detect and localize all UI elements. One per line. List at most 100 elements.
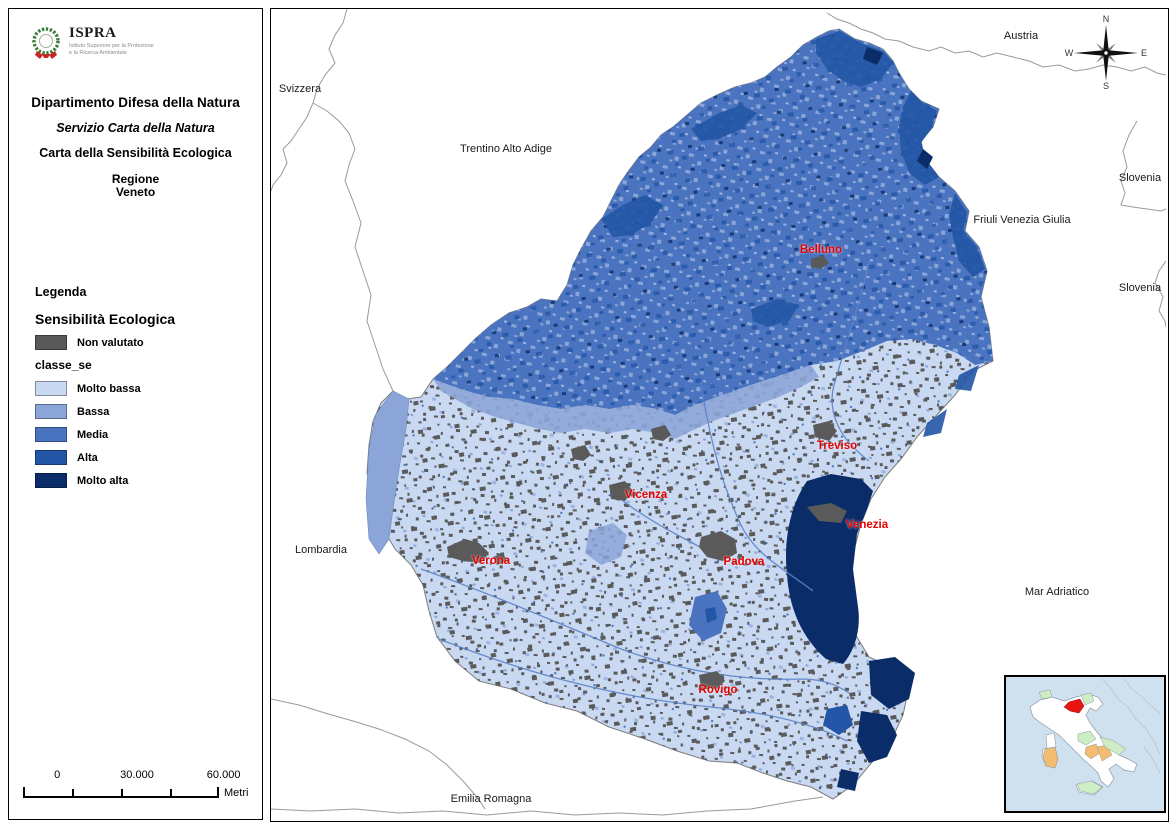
department-title: Dipartimento Difesa della Natura bbox=[31, 95, 240, 110]
compass-rose-icon: N E S W bbox=[1065, 14, 1147, 89]
legend-field-name: classe_se bbox=[35, 358, 92, 372]
padova-urban bbox=[699, 531, 737, 561]
legend-swatch-bassa bbox=[35, 404, 67, 419]
po-river bbox=[438, 638, 848, 742]
slovenia-border-north bbox=[1120, 120, 1166, 212]
label-belluno: Belluno bbox=[799, 244, 843, 256]
scale-bar-line bbox=[23, 787, 219, 798]
service-title: Servizio Carta della Natura bbox=[56, 121, 215, 135]
svizzera-border bbox=[271, 9, 348, 192]
rivers bbox=[420, 260, 870, 742]
region-name: Veneto bbox=[115, 185, 156, 199]
legend-item: Media bbox=[35, 427, 254, 442]
map-canvas: N E S W Austria Svizzera Trentino Alto A… bbox=[270, 8, 1169, 822]
label-slovenia-north: Slovenia bbox=[1118, 172, 1162, 184]
legend-label-molto-alta: Molto alta bbox=[77, 474, 129, 487]
scale-label-30000: 30.000 bbox=[120, 769, 154, 781]
region-title: Regione Veneto bbox=[9, 173, 262, 199]
legend-label-alta: Alta bbox=[77, 451, 98, 464]
veneto-map bbox=[271, 9, 1166, 816]
label-trentino: Trentino Alto Adige bbox=[460, 143, 552, 155]
legend-subtitle: Sensibilità Ecologica bbox=[35, 311, 176, 327]
legend-swatch-media bbox=[35, 427, 67, 442]
region-word: Regione bbox=[111, 172, 160, 186]
ispra-subtitle-1: Istituto Superiore per la Protezione bbox=[69, 43, 154, 49]
corsica bbox=[1045, 732, 1057, 750]
brenta-river bbox=[700, 380, 814, 592]
belluno-urban bbox=[811, 255, 829, 269]
scale-label-0: 0 bbox=[54, 769, 61, 781]
legend-item: Molto alta bbox=[35, 473, 254, 488]
sidebar-panel: ISPRA Istituto Superiore per la Protezio… bbox=[8, 8, 263, 820]
legend-item-not-evaluated: Non valutato bbox=[35, 335, 254, 350]
legend-label-media: Media bbox=[77, 428, 109, 441]
label-venezia: Venezia bbox=[845, 519, 889, 531]
legend-item: Alta bbox=[35, 450, 254, 465]
urban-areas bbox=[447, 255, 847, 689]
compass-south-label: S bbox=[1103, 81, 1109, 89]
label-austria: Austria bbox=[1003, 30, 1039, 42]
label-emilia-romagna: Emilia Romagna bbox=[450, 793, 532, 805]
lake-garda bbox=[365, 390, 410, 555]
scale-bar: 0 30.000 60.000 Metri bbox=[23, 769, 251, 805]
lombardia-emilia-border bbox=[271, 698, 486, 810]
label-rovigo: Rovigo bbox=[698, 684, 738, 696]
legend-item: Molto bassa bbox=[35, 381, 254, 396]
legend-swatch-molto-alta bbox=[35, 473, 67, 488]
inset-overview-map bbox=[1004, 675, 1166, 813]
bacchiglione-river bbox=[622, 500, 704, 550]
mestre-urban bbox=[807, 503, 847, 523]
trentino-lombardia-border bbox=[312, 102, 394, 392]
colli-berici bbox=[585, 523, 627, 565]
label-friuli: Friuli Venezia Giulia bbox=[973, 214, 1071, 226]
adige-river bbox=[420, 568, 850, 694]
foothills-band bbox=[433, 365, 819, 439]
italy-inset bbox=[1006, 677, 1164, 811]
legend-label-bassa: Bassa bbox=[77, 405, 110, 418]
legend-swatch-molto-bassa bbox=[35, 381, 67, 396]
label-slovenia-south: Slovenia bbox=[1118, 282, 1162, 294]
ispra-subtitle-2: e la Ricerca Ambientale bbox=[69, 50, 127, 56]
alta-patches bbox=[601, 31, 985, 437]
legend-item: Bassa bbox=[35, 404, 254, 419]
map-title: Carta della Sensibilità Ecologica bbox=[39, 146, 232, 160]
venice-lagoon bbox=[785, 474, 915, 791]
colli-euganei-core bbox=[705, 607, 717, 623]
ispra-emblem-icon bbox=[32, 27, 60, 59]
compass-north-label: N bbox=[1103, 14, 1110, 24]
legend-title: Legenda bbox=[35, 285, 87, 299]
label-padova: Padova bbox=[723, 556, 765, 568]
mountain-zone bbox=[433, 29, 993, 415]
slovenia-border-south bbox=[1154, 260, 1166, 328]
inset-region-fills bbox=[1038, 689, 1127, 795]
compass-west-label: W bbox=[1065, 48, 1074, 58]
legend-label-not-evaluated: Non valutato bbox=[77, 336, 144, 349]
treviso-urban bbox=[813, 421, 837, 441]
legend: Legenda Sensibilità Ecologica Non valuta… bbox=[35, 285, 254, 496]
label-verona: Verona bbox=[471, 555, 511, 567]
label-lombardia: Lombardia bbox=[295, 544, 347, 556]
legend-swatch-not-evaluated bbox=[35, 335, 67, 350]
scale-label-60000: 60.000 bbox=[206, 769, 241, 781]
ispra-logo: ISPRA Istituto Superiore per la Protezio… bbox=[29, 25, 154, 63]
compass-east-label: E bbox=[1141, 48, 1147, 58]
label-mar-adriatico: Mar Adriatico bbox=[1024, 586, 1090, 598]
label-vicenza: Vicenza bbox=[624, 489, 668, 501]
neighbor-boundaries bbox=[271, 9, 1166, 816]
verona-urban bbox=[447, 539, 489, 563]
austria-border bbox=[826, 12, 1166, 76]
label-svizzera: Svizzera bbox=[278, 83, 322, 95]
label-treviso: Treviso bbox=[816, 440, 858, 452]
piave-river bbox=[831, 260, 870, 462]
balkan-coastline bbox=[1101, 678, 1161, 774]
ispra-wordmark: ISPRA bbox=[69, 25, 117, 41]
molto-alta-mountain-bits bbox=[863, 47, 933, 169]
legend-label-molto-bassa: Molto bassa bbox=[77, 382, 141, 395]
delta-alta-patch bbox=[823, 705, 853, 735]
emilia-border bbox=[271, 796, 824, 816]
scale-unit: Metri bbox=[224, 787, 249, 799]
vicenza-urban bbox=[609, 481, 633, 501]
rovigo-urban bbox=[699, 671, 725, 689]
legend-swatch-alta bbox=[35, 450, 67, 465]
